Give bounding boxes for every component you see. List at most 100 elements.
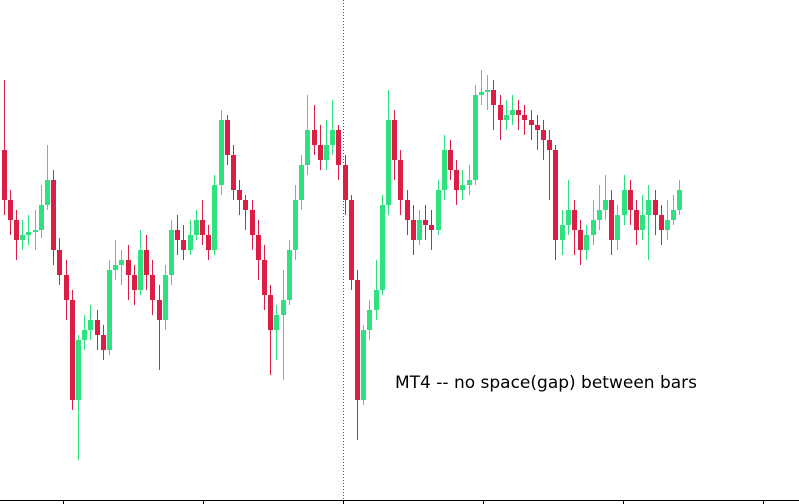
candle-body [64, 275, 69, 300]
candle-body [485, 90, 490, 92]
candle-body [454, 170, 459, 190]
candle-body [299, 165, 304, 200]
candle-body [429, 225, 434, 230]
candle-body [417, 220, 422, 240]
candle-body [553, 150, 558, 240]
candle-body [243, 200, 248, 210]
candle-body [491, 90, 496, 105]
candle-body [516, 110, 521, 115]
candle-body [8, 200, 13, 220]
candle-body [436, 190, 441, 230]
candle-body [101, 335, 106, 350]
candle-body [194, 220, 199, 235]
candle-body [2, 150, 7, 200]
candle-body [82, 330, 87, 340]
candle-body [498, 105, 503, 120]
candle-body [367, 310, 372, 330]
candle-body [423, 220, 428, 225]
time-ticks [63, 500, 764, 504]
candle-body [597, 210, 602, 220]
candle-body [262, 260, 267, 295]
candle-body [411, 220, 416, 240]
candle-body [169, 230, 174, 275]
candles [2, 70, 682, 460]
candle-body [119, 260, 124, 265]
candle-body [324, 145, 329, 160]
candle-body [615, 215, 620, 240]
candle-body [293, 200, 298, 250]
candle-body [318, 145, 323, 160]
candle-body [448, 150, 453, 170]
candle-body [578, 230, 583, 250]
candle-body [70, 300, 75, 400]
candle-body [374, 290, 379, 310]
candle-body [560, 225, 565, 240]
candle-body [547, 140, 552, 150]
candle-body [45, 180, 50, 205]
candle-body [206, 235, 211, 250]
candle-body [51, 180, 56, 250]
candle-body [175, 230, 180, 240]
candle-body [225, 120, 230, 155]
candle-body [609, 200, 614, 240]
candle-body [250, 210, 255, 235]
candle-body [467, 180, 472, 185]
candle-body [671, 210, 676, 220]
candle-body [442, 150, 447, 190]
candle-body [107, 270, 112, 350]
candle-body [113, 265, 118, 270]
candle-body [287, 250, 292, 300]
candle-body [181, 240, 186, 250]
candle-body [566, 210, 571, 225]
candle-body [646, 200, 651, 215]
candle-body [212, 185, 217, 250]
candle-body [33, 230, 38, 232]
candle-body [20, 235, 25, 240]
candle-body [163, 275, 168, 320]
candle-body [256, 235, 261, 260]
candle-body [584, 235, 589, 250]
candle-body [361, 330, 366, 400]
candle-body [622, 190, 627, 215]
candle-body [26, 232, 31, 235]
candle-body [76, 340, 81, 400]
candle-body [659, 215, 664, 230]
candle-body [305, 130, 310, 165]
candle-body [144, 250, 149, 275]
candle-body [572, 210, 577, 230]
candle-body [392, 120, 397, 160]
candle-body [219, 120, 224, 185]
candle-body [653, 200, 658, 215]
candle-body [274, 315, 279, 330]
candle-body [343, 165, 348, 200]
candle-body [355, 280, 360, 400]
candle-body [14, 220, 19, 240]
candle-body [473, 95, 478, 180]
candle-body [132, 275, 137, 290]
candle-body [330, 130, 335, 145]
candle-body [535, 125, 540, 130]
candle-body [522, 115, 527, 120]
annotation: MT4 -- no space(gap) between bars [395, 373, 697, 393]
candle-body [405, 200, 410, 220]
candle-body [460, 185, 465, 190]
candle-body [138, 250, 143, 290]
candle-body [336, 130, 341, 165]
candle-body [268, 295, 273, 330]
candle-body [665, 220, 670, 230]
candle-body [150, 275, 155, 300]
candle-body [529, 120, 534, 125]
candle-body [57, 250, 62, 275]
candle-body [237, 190, 242, 200]
candle-body [231, 155, 236, 190]
candle-body [281, 300, 286, 315]
candle-body [398, 160, 403, 200]
candle-body [634, 210, 639, 230]
candle-body [640, 215, 645, 230]
candle-body [510, 110, 515, 115]
candle-body [591, 220, 596, 235]
candle-body [188, 235, 193, 250]
candle-body [200, 220, 205, 235]
